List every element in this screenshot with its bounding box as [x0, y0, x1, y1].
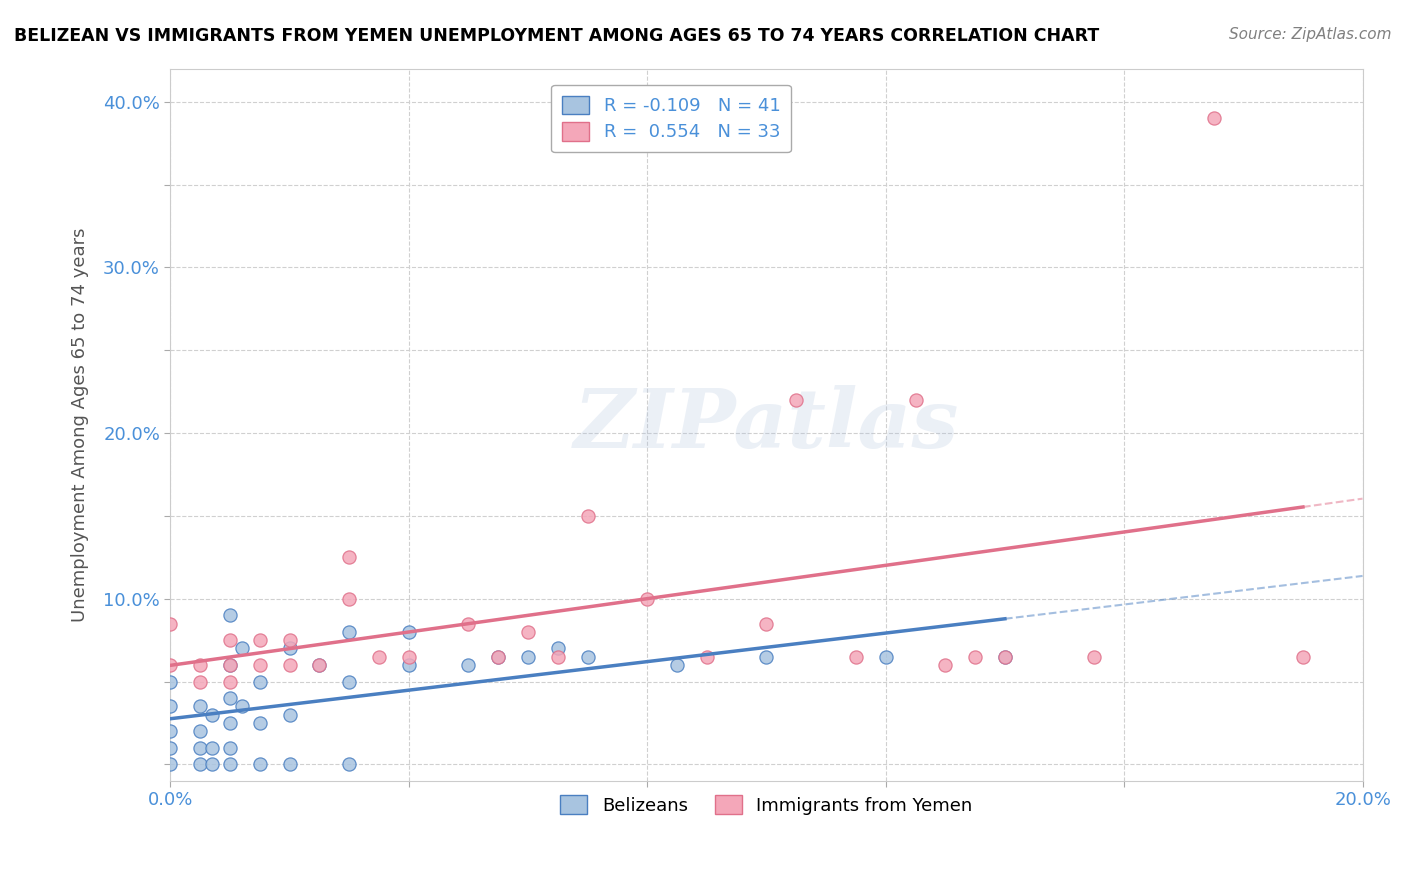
Point [904, 392, 927, 407]
Point [994, 649, 1017, 664]
Point [159, 616, 181, 631]
Point [201, 757, 224, 772]
Point [457, 658, 479, 673]
Point [875, 649, 897, 664]
Point [249, 658, 271, 673]
Point [159, 740, 181, 755]
Legend: Belizeans, Immigrants from Yemen: Belizeans, Immigrants from Yemen [550, 784, 984, 825]
Point [278, 633, 301, 648]
Point [219, 691, 242, 706]
Point [219, 658, 242, 673]
Point [219, 674, 242, 689]
Point [249, 716, 271, 731]
Point [845, 649, 868, 664]
Point [159, 674, 181, 689]
Point [308, 658, 330, 673]
Point [398, 649, 420, 664]
Point [337, 674, 360, 689]
Point [188, 658, 211, 673]
Point [159, 724, 181, 739]
Point [337, 757, 360, 772]
Point [219, 757, 242, 772]
Point [398, 624, 420, 639]
Point [1202, 112, 1225, 126]
Point [337, 550, 360, 565]
Point [201, 740, 224, 755]
Point [249, 633, 271, 648]
Point [231, 641, 253, 656]
Point [188, 740, 211, 755]
Point [994, 649, 1017, 664]
Point [337, 624, 360, 639]
Point [249, 674, 271, 689]
Text: ZIPatlas: ZIPatlas [574, 384, 959, 465]
Point [188, 699, 211, 714]
Point [517, 624, 540, 639]
Point [696, 649, 718, 664]
Point [576, 508, 599, 523]
Point [278, 641, 301, 656]
Point [368, 649, 391, 664]
Point [219, 608, 242, 623]
Point [159, 658, 181, 673]
Point [219, 740, 242, 755]
Point [201, 707, 224, 722]
Y-axis label: Unemployment Among Ages 65 to 74 years: Unemployment Among Ages 65 to 74 years [72, 227, 89, 622]
Point [337, 591, 360, 606]
Point [457, 616, 479, 631]
Point [547, 649, 569, 664]
Point [1292, 649, 1315, 664]
Point [785, 392, 807, 407]
Point [219, 658, 242, 673]
Point [249, 757, 271, 772]
Point [486, 649, 509, 664]
Point [576, 649, 599, 664]
Point [278, 757, 301, 772]
Point [219, 716, 242, 731]
Point [278, 707, 301, 722]
Point [517, 649, 540, 664]
Point [965, 649, 987, 664]
Point [188, 674, 211, 689]
Point [159, 699, 181, 714]
Point [755, 616, 778, 631]
Point [159, 757, 181, 772]
Point [398, 658, 420, 673]
Point [308, 658, 330, 673]
Point [219, 633, 242, 648]
Point [755, 649, 778, 664]
Point [636, 591, 658, 606]
Point [1083, 649, 1105, 664]
Point [188, 724, 211, 739]
Point [666, 658, 689, 673]
Text: BELIZEAN VS IMMIGRANTS FROM YEMEN UNEMPLOYMENT AMONG AGES 65 TO 74 YEARS CORRELA: BELIZEAN VS IMMIGRANTS FROM YEMEN UNEMPL… [14, 27, 1099, 45]
Text: Source: ZipAtlas.com: Source: ZipAtlas.com [1229, 27, 1392, 42]
Point [547, 641, 569, 656]
Point [934, 658, 956, 673]
Point [486, 649, 509, 664]
Point [278, 658, 301, 673]
Point [188, 757, 211, 772]
Point [231, 699, 253, 714]
